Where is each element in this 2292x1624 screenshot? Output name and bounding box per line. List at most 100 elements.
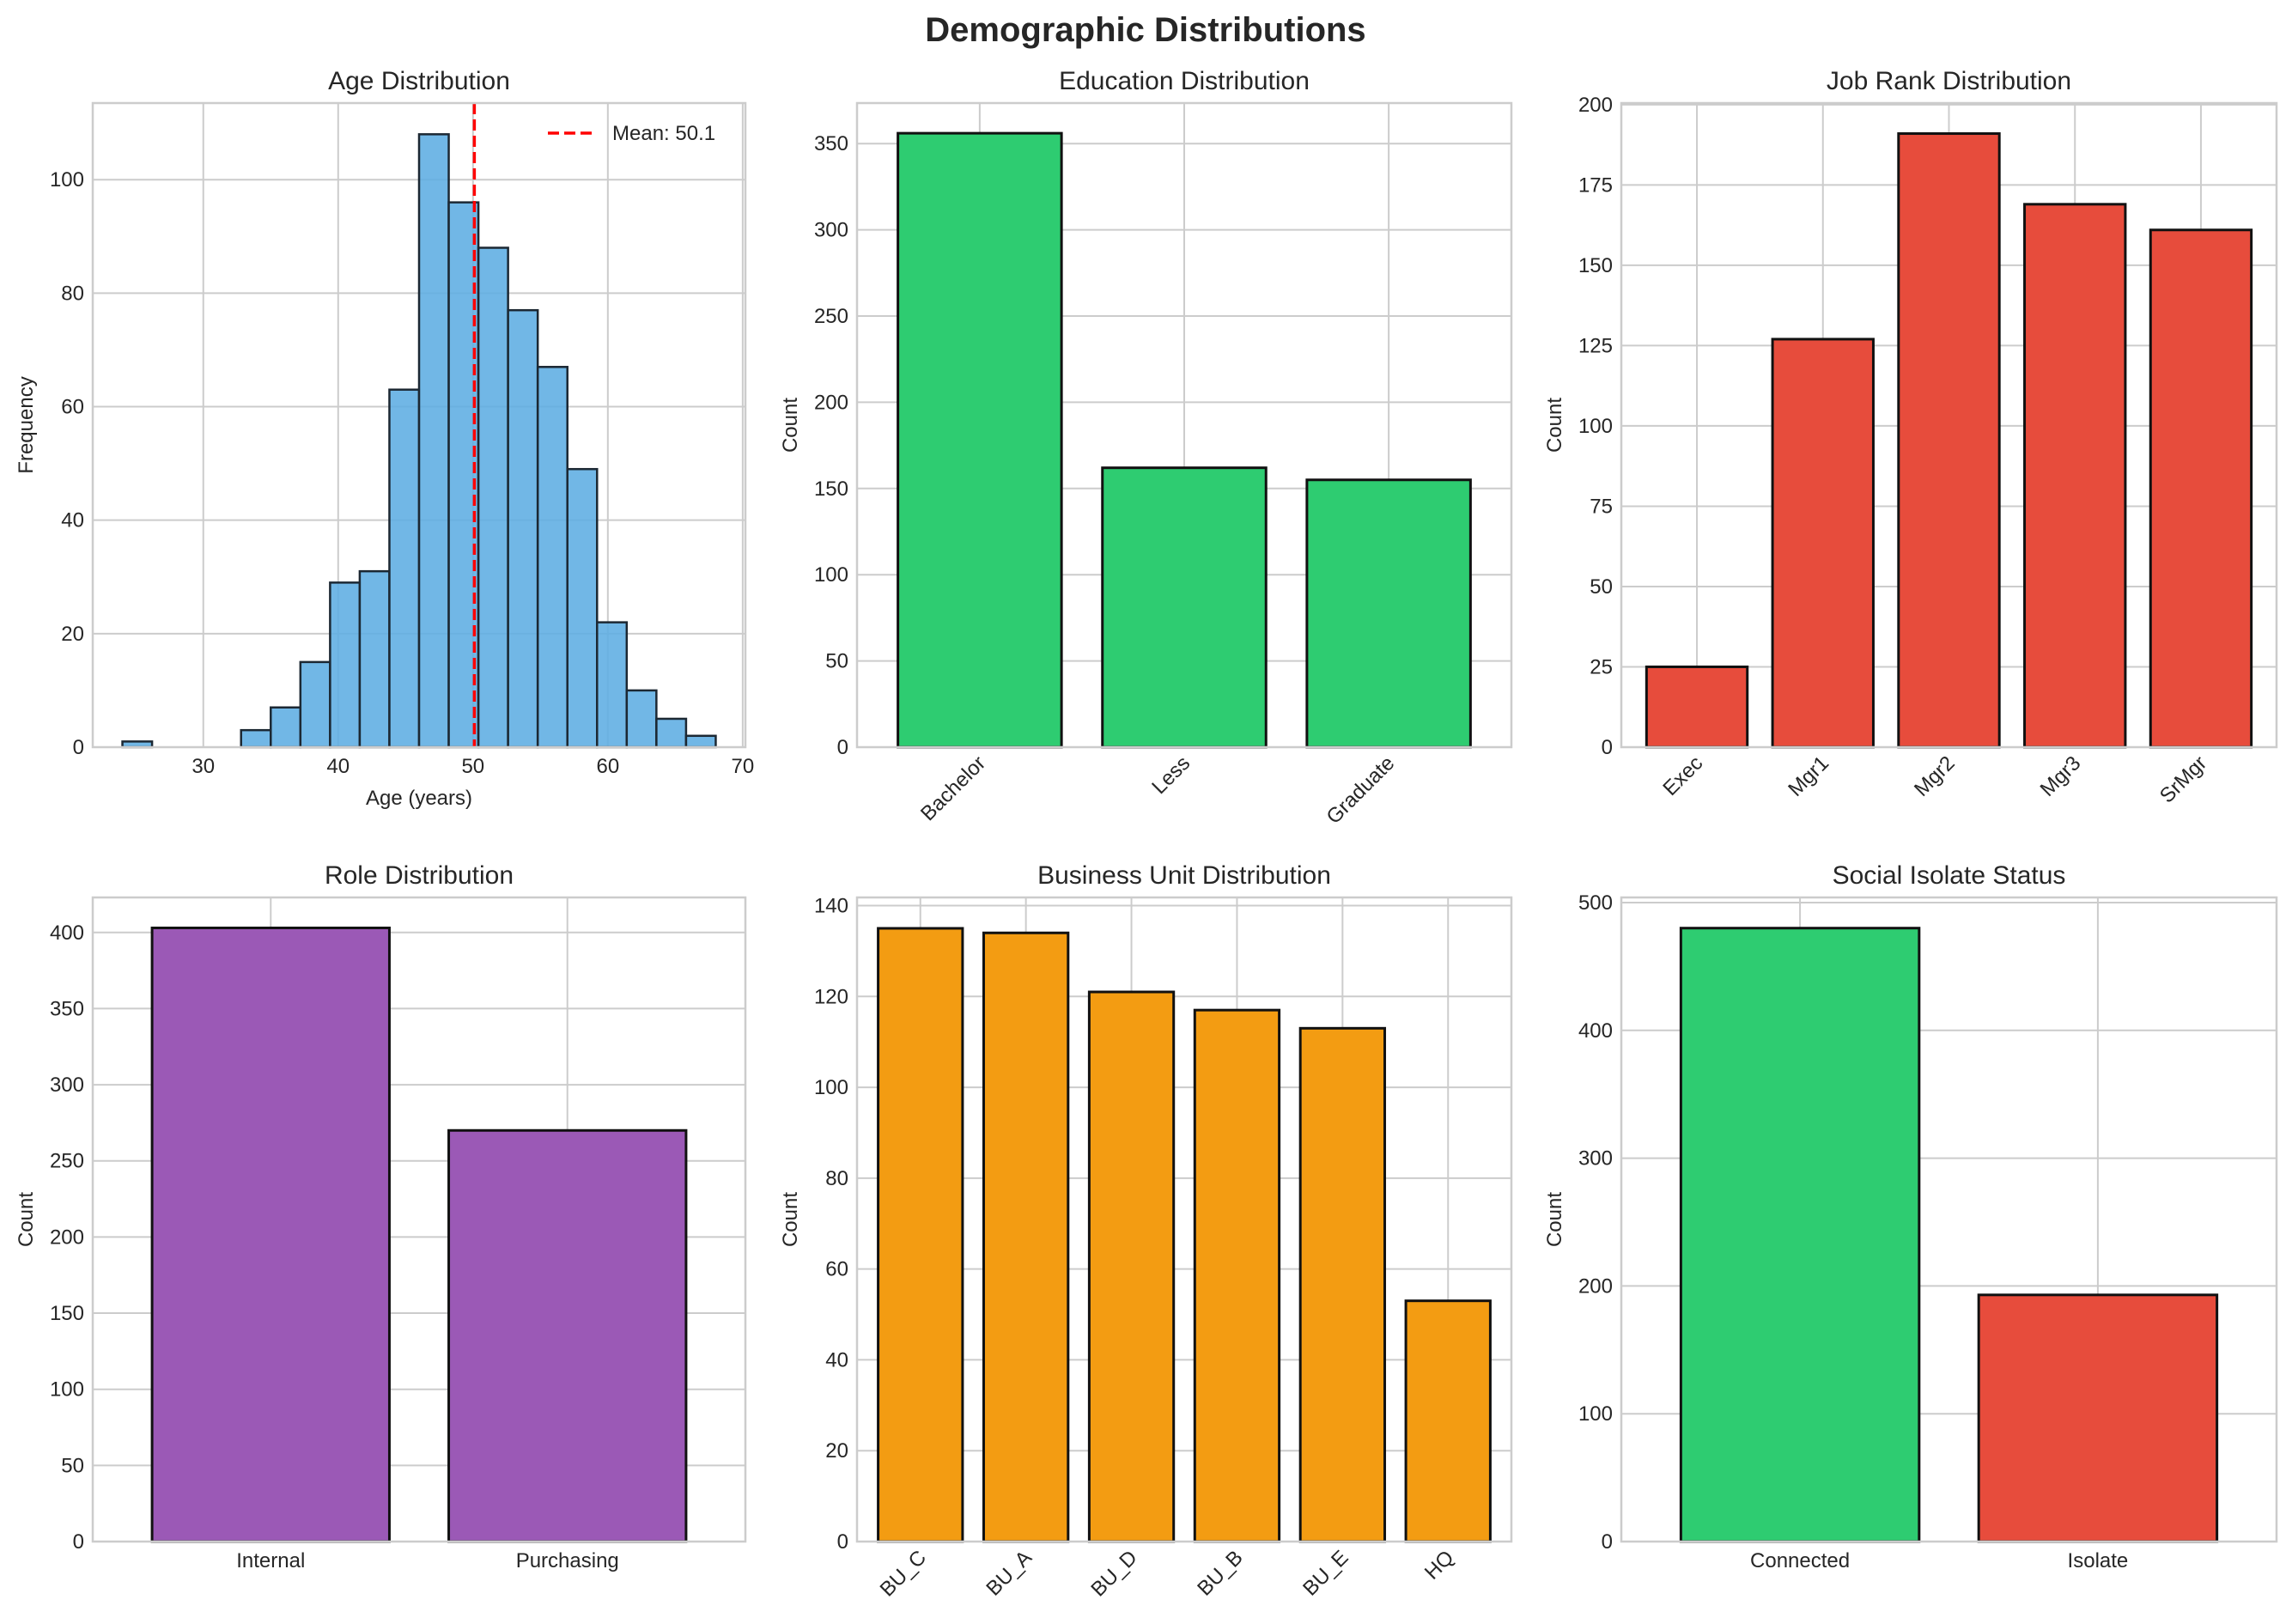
histogram-bar <box>417 133 450 749</box>
x-tick-label: BU_A <box>982 1546 1036 1600</box>
chart-social-isolate: Social Isolate Status 0 100 200 300 400 500 Con… <box>1543 861 2278 1572</box>
axes-frame <box>855 101 1513 749</box>
x-tick-label: 70 <box>732 755 755 778</box>
y-axis-label: Count <box>1543 1192 1566 1247</box>
x-tick-label: Graduate <box>1322 751 1400 829</box>
bar-bachelor <box>897 131 1063 749</box>
x-tick-label: Mgr3 <box>2036 751 2086 801</box>
y-tick-label: 200 <box>814 391 848 414</box>
y-tick-label: 100 <box>50 1378 84 1402</box>
y-tick-label: 150 <box>1578 254 1613 277</box>
y-tick-label: 100 <box>50 168 84 192</box>
y-tick-label: 0 <box>73 1530 84 1554</box>
bar-bu-b <box>1193 1008 1281 1543</box>
y-tick-label: 100 <box>814 563 848 587</box>
bar-hq <box>1404 1299 1492 1543</box>
y-tick-label: 60 <box>825 1258 848 1281</box>
y-tick-label: 140 <box>814 895 848 918</box>
x-tick-label: Less <box>1147 751 1195 799</box>
bar-mgr1 <box>1771 338 1875 749</box>
y-tick-label: 350 <box>50 997 84 1020</box>
y-tick-label: 125 <box>1578 334 1613 357</box>
bar-connected <box>1679 927 1921 1543</box>
y-tick-label: 100 <box>1578 1402 1613 1426</box>
bar-mgr2 <box>1897 132 2001 749</box>
y-axis-label: Count <box>779 398 802 453</box>
y-tick-label: 0 <box>837 736 848 759</box>
y-tick-label: 75 <box>1590 495 1613 518</box>
bar-bu-d <box>1087 990 1176 1543</box>
bar-graduate <box>1305 478 1472 749</box>
y-axis-label: Count <box>779 1192 802 1247</box>
y-tick-label: 0 <box>1602 1530 1613 1554</box>
x-tick-label: Internal <box>236 1549 305 1572</box>
y-tick-label: 400 <box>50 921 84 945</box>
y-tick-label: 20 <box>61 623 84 646</box>
bar-internal <box>150 926 391 1543</box>
x-tick-label: Exec <box>1658 751 1707 800</box>
y-tick-label: 200 <box>50 1226 84 1249</box>
bar-bu-a <box>982 931 1070 1543</box>
y-axis-label: Frequency <box>15 376 38 473</box>
x-tick-label: 50 <box>461 755 484 778</box>
legend: Mean: 50.1 <box>548 122 715 145</box>
x-tick-label: BU_C <box>876 1546 931 1601</box>
histogram-bar <box>477 246 509 749</box>
chart-title: Job Rank Distribution <box>1827 67 2071 95</box>
chart-education: Education Distribution 0 50 100 150 200 250 300… <box>779 67 1513 829</box>
y-tick-label: 150 <box>50 1302 84 1325</box>
y-tick-label: 50 <box>825 650 848 673</box>
y-tick-label: 50 <box>1590 575 1613 599</box>
bar-bu-e <box>1298 1026 1387 1543</box>
y-tick-label: 120 <box>814 985 848 1008</box>
y-tick-label: 50 <box>61 1454 84 1477</box>
chart-title: Business Unit Distribution <box>1037 861 1331 890</box>
axes-frame <box>1620 101 2278 749</box>
y-tick-label: 300 <box>814 219 848 242</box>
x-tick-label: HQ <box>1420 1546 1459 1584</box>
bar-bu-c <box>877 927 964 1543</box>
histogram-bar <box>566 467 599 749</box>
chart-role: Role Distribution 0 50 100 150 200 250 300 350 40… <box>15 861 747 1572</box>
histogram-bar <box>240 728 272 749</box>
x-tick-label: SrMgr <box>2155 751 2211 807</box>
y-tick-label: 0 <box>1602 736 1613 759</box>
bar-purchasing <box>447 1128 688 1543</box>
x-tick-label: Bachelor <box>916 751 990 825</box>
chart-title: Age Distribution <box>328 67 510 95</box>
y-tick-label: 175 <box>1578 173 1613 197</box>
x-tick-label: BU_D <box>1086 1546 1141 1601</box>
y-tick-label: 40 <box>61 509 84 532</box>
axes-frame <box>855 896 1513 1543</box>
y-tick-label: 60 <box>61 396 84 419</box>
x-tick-label: Mgr1 <box>1784 751 1833 801</box>
x-tick-label: 60 <box>596 755 619 778</box>
chart-title: Education Distribution <box>1059 67 1310 95</box>
chart-job-rank: Job Rank Distribution 0 25 50 75 100 125 150 175… <box>1543 67 2278 807</box>
y-tick-label: 200 <box>1578 94 1613 117</box>
legend-label: Mean: 50.1 <box>612 122 715 145</box>
y-tick-label: 80 <box>61 282 84 305</box>
chart-age: Age Distribution 0 20 40 60 80 100 30 40 50 60 70 Me… <box>15 67 754 810</box>
y-tick-label: 300 <box>1578 1147 1613 1171</box>
x-tick-label: 30 <box>192 755 215 778</box>
y-tick-label: 400 <box>1578 1019 1613 1043</box>
chart-title: Social Isolate Status <box>1833 861 2066 890</box>
histogram-bar <box>507 308 539 749</box>
chart-business-unit: Business Unit Distribution 0 20 40 60 80 100 12… <box>779 861 1513 1602</box>
histogram-bar <box>625 689 658 749</box>
y-tick-label: 80 <box>825 1167 848 1190</box>
histogram-bar <box>596 621 629 749</box>
y-tick-label: 250 <box>814 305 848 328</box>
x-tick-label: Mgr2 <box>1910 751 1960 801</box>
bar-mgr3 <box>2023 203 2127 749</box>
bar-less <box>1101 466 1268 749</box>
y-tick-label: 200 <box>1578 1274 1613 1298</box>
y-tick-label: 300 <box>50 1074 84 1097</box>
figure-suptitle: Demographic Distributions <box>925 11 1365 49</box>
x-tick-label: BU_E <box>1298 1546 1353 1600</box>
y-axis-label: Count <box>15 1192 38 1247</box>
y-tick-label: 100 <box>1578 415 1613 438</box>
y-tick-label: 0 <box>73 736 84 759</box>
